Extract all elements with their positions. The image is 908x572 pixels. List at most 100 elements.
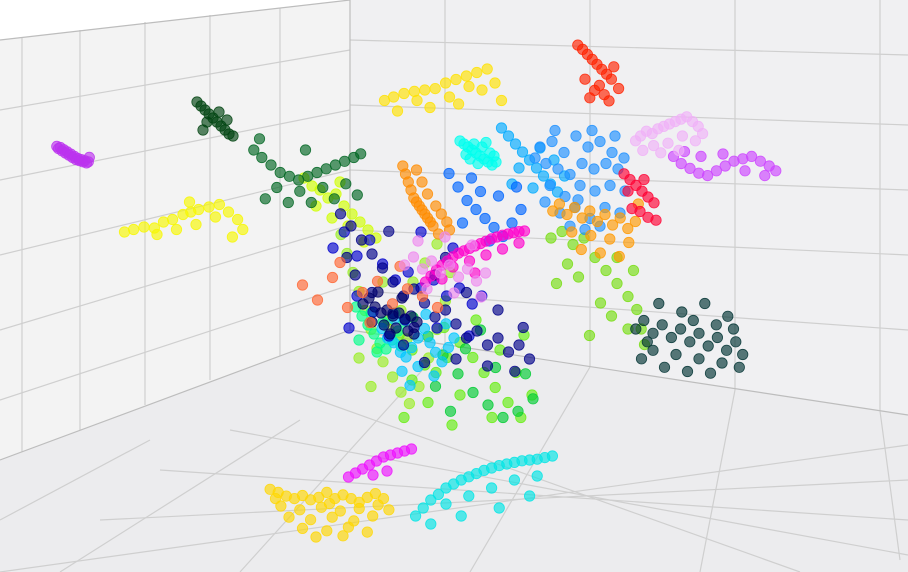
scatter-point — [642, 337, 652, 347]
scatter-point — [430, 381, 440, 391]
scatter-point — [417, 264, 427, 274]
scatter-point — [464, 491, 474, 501]
scatter-point — [497, 244, 507, 254]
scatter-point — [295, 505, 305, 515]
scatter-point — [327, 272, 337, 282]
scatter-point — [352, 251, 362, 261]
scatter-point — [425, 338, 435, 348]
scatter-point — [402, 284, 412, 294]
scatter-point — [576, 244, 586, 254]
scatter-point — [341, 179, 351, 189]
scatter-point — [324, 498, 334, 508]
scatter-point — [545, 180, 555, 190]
scatter-point — [471, 276, 481, 286]
scatter-point — [524, 491, 534, 501]
scatter-point — [460, 344, 470, 354]
scatter-point — [432, 323, 442, 333]
scatter-point — [318, 182, 328, 192]
scatter-point — [443, 342, 453, 352]
scatter-point — [441, 499, 451, 509]
scatter-point — [283, 197, 293, 207]
scatter-point — [688, 315, 698, 325]
scatter-point — [685, 337, 695, 347]
scatter-point — [507, 218, 517, 228]
scatter-point — [516, 204, 526, 214]
scatter-point — [580, 74, 590, 84]
scatter-point — [350, 270, 360, 280]
scatter-point — [451, 319, 461, 329]
scatter-point — [408, 252, 418, 262]
scatter-point — [509, 475, 519, 485]
scatter-point — [659, 362, 669, 372]
scatter-point — [705, 368, 715, 378]
scatter-point — [677, 307, 687, 317]
scatter-point — [624, 237, 634, 247]
scatter-point — [445, 406, 455, 416]
scatter-point — [457, 218, 467, 228]
scatter-point — [384, 226, 394, 236]
scatter-point — [455, 390, 465, 400]
scatter-point — [663, 138, 673, 148]
scatter-point — [540, 197, 550, 207]
scatter-point — [462, 195, 472, 205]
scatter-point — [605, 180, 615, 190]
scatter-point — [513, 406, 523, 416]
scatter-point — [270, 493, 280, 503]
scatter-point — [469, 139, 479, 149]
scatter-point — [595, 136, 605, 146]
scatter-point — [493, 191, 503, 201]
scatter-point — [595, 298, 605, 308]
scatter-point — [614, 251, 624, 261]
scatter-point — [357, 287, 367, 297]
scatter-point — [498, 412, 508, 422]
scatter-point — [490, 78, 500, 88]
scatter-point — [532, 471, 542, 481]
scatter-point — [674, 145, 684, 155]
scatter-point — [449, 333, 459, 343]
scatter-point — [312, 295, 322, 305]
scatter-point — [494, 503, 504, 513]
scatter-point — [471, 315, 481, 325]
scatter-point — [481, 250, 491, 260]
scatter-point — [449, 288, 459, 298]
scatter-point — [417, 177, 427, 187]
scatter-point — [396, 387, 406, 397]
scatter-point — [475, 186, 485, 196]
scatter-point — [700, 298, 710, 308]
scatter-point — [571, 131, 581, 141]
scatter-point — [387, 299, 397, 309]
scatter-point — [476, 292, 486, 302]
scatter-point — [467, 299, 477, 309]
scatter-point — [193, 204, 203, 214]
scatter-point — [456, 511, 466, 521]
scatter-point — [628, 265, 638, 275]
scatter-point — [565, 169, 575, 179]
scatter-point — [139, 222, 149, 232]
scatter-point — [444, 168, 454, 178]
scatter-point — [510, 366, 520, 376]
scatter-point — [392, 106, 402, 116]
scatter-point — [654, 298, 664, 308]
scatter-point — [406, 444, 416, 454]
scatter-point — [511, 182, 521, 192]
scatter-point — [487, 412, 497, 422]
scatter-point — [379, 320, 389, 330]
scatter-point — [649, 198, 659, 208]
scatter-point — [227, 232, 237, 242]
scatter-point — [471, 204, 481, 214]
scatter-point — [615, 213, 625, 223]
scatter-point — [397, 366, 407, 376]
scatter-point — [228, 131, 238, 141]
scatter-point — [462, 264, 472, 274]
scatter-point — [585, 206, 595, 216]
scatter-point — [354, 353, 364, 363]
scatter-point — [368, 511, 378, 521]
scatter-point — [367, 249, 377, 259]
scatter-point — [184, 197, 194, 207]
scatter-point — [632, 304, 642, 314]
scatter-point — [167, 214, 177, 224]
scatter-point — [425, 102, 435, 112]
scatter-point — [214, 107, 224, 117]
scatter-point — [519, 226, 529, 236]
